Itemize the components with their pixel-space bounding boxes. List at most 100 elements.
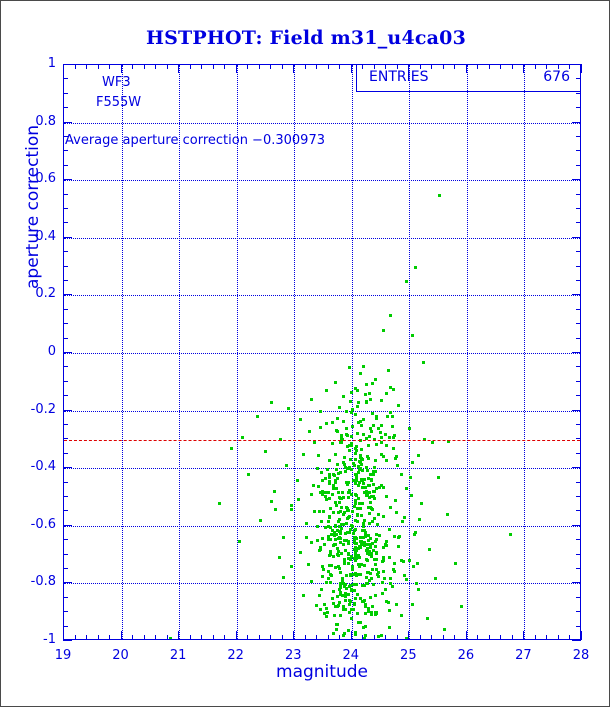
data-point [382,577,386,581]
y-tick-label: -1 [43,632,56,647]
data-point [329,552,333,556]
data-point [352,573,356,577]
data-point [327,569,331,573]
data-point [387,609,391,613]
data-point [339,433,343,437]
x-axis-minor-tick [557,635,559,640]
data-point [342,395,346,399]
data-point [329,537,333,541]
data-point [341,491,345,495]
x-axis-minor-tick [385,635,387,640]
data-point [347,553,351,557]
data-point [321,479,325,483]
data-point [437,475,441,479]
data-point [367,550,371,554]
y-axis-tick [63,236,72,238]
data-point [363,392,367,396]
data-point [366,571,370,575]
data-point [349,493,353,497]
data-point [373,470,377,474]
data-point [336,416,340,420]
data-point [327,576,331,580]
data-point [353,559,357,563]
gridline-horizontal [64,353,580,354]
data-point [335,486,339,490]
data-point [374,567,378,571]
data-point [337,524,341,528]
data-point [352,536,356,540]
data-point [324,477,328,481]
data-point [396,463,400,467]
data-point [264,449,268,453]
data-point [376,523,380,527]
data-point [343,594,347,598]
data-point [353,499,357,503]
data-point [334,542,338,546]
data-point [273,490,277,494]
data-point [394,455,398,459]
data-point [354,541,358,545]
y-axis-tick [572,352,581,353]
data-point [379,634,383,638]
data-point [337,471,341,475]
data-point [411,461,415,465]
x-axis-minor-tick [557,64,559,69]
y-axis-minor-tick [576,568,581,569]
data-point [335,463,339,467]
data-point [408,426,412,430]
data-point [343,557,347,561]
data-point [353,519,357,523]
data-point [363,542,367,546]
data-point [241,435,245,439]
y-axis-tick [572,640,581,641]
data-point [371,495,375,499]
y-axis-tick [63,352,72,353]
data-point [351,478,355,482]
y-tick-label: 0.6 [35,171,56,187]
data-point [366,492,370,496]
gridline-horizontal [64,583,580,585]
data-point [349,435,353,439]
data-point [337,566,341,570]
filter-label: F555W [96,95,142,110]
y-axis-minor-tick [576,553,581,555]
data-point [324,389,328,393]
data-point [371,424,375,428]
x-axis-minor-tick [396,635,398,640]
data-point [339,582,343,586]
data-point [338,518,342,522]
data-point [371,472,375,476]
data-point [353,546,357,550]
y-axis-minor-tick [576,337,581,339]
data-point [381,592,385,596]
y-tick-label: -0.4 [30,459,56,475]
data-point [339,436,343,440]
data-point [318,548,322,552]
data-point [354,632,358,636]
data-point [340,551,344,555]
y-axis-tick [572,121,581,123]
x-axis-tick [523,64,525,73]
data-point [362,625,366,629]
data-point [364,557,368,561]
y-axis-minor-tick [63,366,68,368]
data-point [352,504,356,508]
data-point [368,496,372,499]
y-axis-minor-tick [63,496,68,497]
data-point [354,571,358,575]
data-point [338,540,342,544]
data-point [382,328,386,332]
y-tick-label: 1 [47,56,56,71]
data-point [356,563,360,567]
data-point [354,492,358,496]
x-axis-minor-tick [488,635,490,640]
data-point [375,611,379,615]
data-point [290,507,294,511]
data-point [310,579,314,583]
y-axis-minor-tick [576,107,581,109]
data-point [364,494,368,498]
data-point [313,441,317,445]
y-axis-minor-tick [576,625,581,627]
y-axis-minor-tick [63,539,68,541]
x-axis-minor-tick [442,635,444,640]
